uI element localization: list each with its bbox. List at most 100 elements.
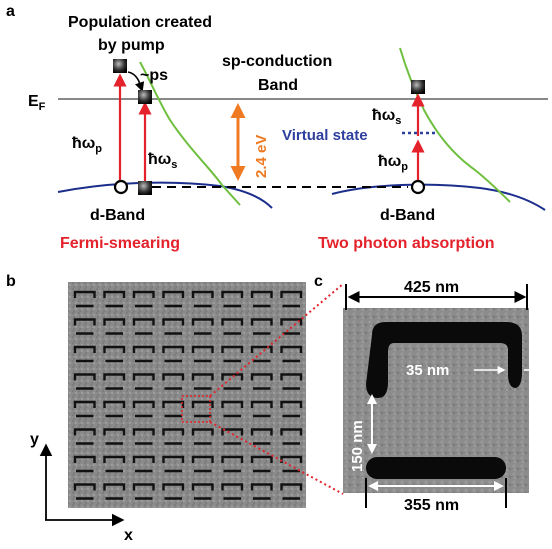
antenna-bracket: [73, 400, 96, 408]
antenna-bracket: [132, 345, 155, 353]
mechanism-left-label: Fermi-smearing: [60, 235, 180, 252]
antenna-bracket: [280, 373, 303, 381]
antenna-bracket: [73, 455, 96, 463]
antenna-bracket: [250, 400, 273, 408]
antenna-bracket: [191, 373, 214, 381]
antenna-bracket: [103, 428, 126, 436]
antenna-bracket: [221, 345, 244, 353]
antenna-bracket: [73, 318, 96, 326]
antenna-bracket: [103, 373, 126, 381]
top-width-label: 425 nm: [404, 279, 459, 296]
antenna-bracket: [191, 345, 214, 353]
population-label-2: by pump: [98, 37, 165, 54]
antenna-bracket: [103, 345, 126, 353]
electron-relaxed: [138, 90, 152, 104]
antenna-bracket: [250, 428, 273, 436]
hole-left: [113, 179, 129, 195]
sp-band-label-2: Band: [258, 77, 298, 94]
y-axis-label: y: [30, 431, 39, 448]
antenna-bracket: [191, 455, 214, 463]
electron-excited: [113, 59, 127, 73]
electron-d-band: [138, 181, 152, 195]
panel-label-c: c: [314, 273, 323, 290]
antenna-bracket: [191, 428, 214, 436]
d-band-curve-left: [57, 181, 273, 209]
antenna-bracket: [73, 428, 96, 436]
d-band-label-left: d-Band: [90, 207, 145, 224]
bottom-width-label: 355 nm: [404, 497, 459, 514]
tpa-energy-label-s: ħωs: [372, 107, 401, 127]
gap-energy-label: 2.4 eV: [253, 135, 270, 178]
antenna-bracket: [221, 318, 244, 326]
antenna-bracket: [73, 345, 96, 353]
antenna-bracket: [162, 345, 185, 353]
antenna-bracket: [132, 455, 155, 463]
antenna-bracket: [280, 400, 303, 408]
antenna-bracket: [250, 483, 273, 491]
antenna-bracket: [221, 455, 244, 463]
antenna-bracket: [103, 455, 126, 463]
sp-band-curve-left: [139, 61, 241, 206]
antenna-bracket: [221, 290, 244, 298]
antenna-bracket: [221, 373, 244, 381]
virtual-state-label: Virtual state: [282, 127, 368, 144]
d-band-curve-right: [331, 183, 546, 211]
antenna-bracket: [132, 290, 155, 298]
antenna-bracket: [73, 483, 96, 491]
nanoantenna-array: [73, 290, 303, 500]
antenna-bracket: [132, 373, 155, 381]
antenna-bracket: [132, 318, 155, 326]
sp-band-curve-right: [399, 47, 511, 203]
nanoantenna-bottom-bar: [366, 457, 506, 479]
antenna-bracket: [280, 428, 303, 436]
relax-time-label: ~ps: [140, 67, 168, 84]
pump-energy-label: ħωp: [72, 135, 102, 155]
antenna-bracket: [280, 483, 303, 491]
antenna-bracket: [162, 373, 185, 381]
antenna-bracket: [103, 318, 126, 326]
antenna-bracket: [191, 318, 214, 326]
antenna-bracket: [162, 290, 185, 298]
zoom-box: [181, 395, 211, 423]
antenna-bracket: [191, 400, 214, 408]
tpa-energy-label-p: ħωp: [378, 153, 408, 173]
zoom-line-bottom: [209, 421, 344, 495]
antenna-bracket: [132, 428, 155, 436]
fermi-level-label: EF: [28, 93, 46, 113]
d-band-label-right: d-Band: [380, 207, 435, 224]
antenna-bracket: [250, 290, 273, 298]
antenna-bracket: [73, 290, 96, 298]
antenna-bracket: [221, 400, 244, 408]
relaxation-arrow: [127, 71, 145, 92]
antenna-bracket: [162, 483, 185, 491]
sem-zoom-image: [343, 308, 529, 493]
sp-band-label-1: sp-conduction: [222, 53, 332, 70]
antenna-bracket: [250, 345, 273, 353]
antenna-bracket: [162, 318, 185, 326]
panel-label-b: b: [6, 273, 16, 290]
antenna-bracket: [132, 483, 155, 491]
antenna-bracket: [250, 373, 273, 381]
antenna-bracket: [250, 455, 273, 463]
antenna-bracket: [191, 290, 214, 298]
population-label-1: Population created: [68, 14, 212, 31]
x-axis-label: x: [124, 527, 133, 544]
antenna-bracket: [191, 483, 214, 491]
sem-array-image: [68, 282, 306, 508]
antenna-bracket: [73, 373, 96, 381]
hole-right: [410, 179, 426, 195]
antenna-bracket: [103, 290, 126, 298]
electron-excited-right: [411, 80, 425, 94]
antenna-bracket: [162, 400, 185, 408]
gap-width-label: 35 nm: [406, 362, 449, 379]
antenna-bracket: [280, 318, 303, 326]
probe-energy-label: ħωs: [148, 151, 177, 171]
antenna-bracket: [280, 290, 303, 298]
antenna-bracket: [103, 483, 126, 491]
height-label: 150 nm: [349, 420, 366, 472]
zoom-line-top: [209, 283, 344, 397]
nanoantenna-top-bracket: [366, 322, 522, 398]
antenna-bracket: [221, 428, 244, 436]
